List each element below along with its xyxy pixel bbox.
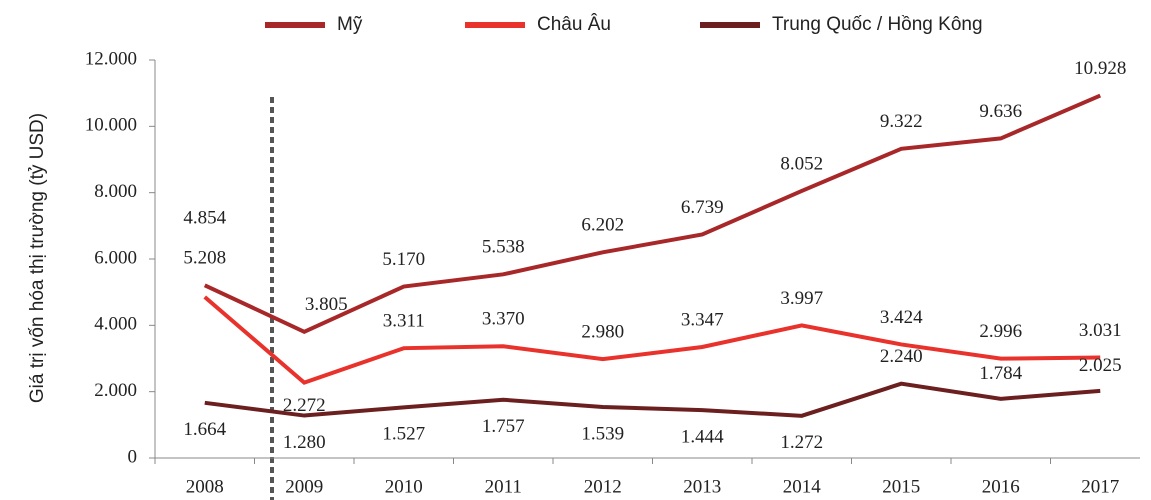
data-label: 2.240 bbox=[880, 346, 923, 367]
data-label: 1.784 bbox=[979, 363, 1022, 384]
data-label: 2.025 bbox=[1079, 355, 1122, 376]
data-label: 4.854 bbox=[183, 207, 226, 228]
data-label: 2.980 bbox=[581, 322, 624, 343]
data-label: 9.322 bbox=[880, 111, 923, 132]
x-tick-label: 2011 bbox=[485, 476, 522, 497]
line-series bbox=[203, 93, 1102, 335]
data-label: 1.757 bbox=[482, 416, 525, 437]
y-tick-label: 8.000 bbox=[94, 181, 137, 202]
y-tick-label: 12.000 bbox=[85, 48, 137, 69]
data-label: 1.280 bbox=[283, 432, 326, 453]
y-tick-label: 4.000 bbox=[94, 314, 137, 335]
x-tick-label: 2014 bbox=[783, 476, 822, 497]
data-label: 10.928 bbox=[1074, 58, 1126, 79]
data-label: 6.739 bbox=[681, 197, 724, 218]
data-label: 5.170 bbox=[382, 249, 425, 270]
x-tick-label: 2013 bbox=[683, 476, 721, 497]
x-tick-label: 2012 bbox=[584, 476, 622, 497]
data-label: 1.664 bbox=[183, 419, 226, 440]
data-label: 2.996 bbox=[979, 321, 1022, 342]
data-label: 9.636 bbox=[979, 101, 1022, 122]
x-tick-label: 2008 bbox=[186, 476, 224, 497]
data-label: 3.347 bbox=[681, 309, 724, 330]
data-label: 1.539 bbox=[581, 423, 624, 444]
data-label: 5.538 bbox=[482, 237, 525, 258]
legend-label: Trung Quốc / Hồng Kông bbox=[772, 14, 983, 35]
data-label: 3.424 bbox=[880, 307, 923, 328]
y-tick-label: 10.000 bbox=[85, 115, 137, 136]
data-label: 3.805 bbox=[305, 294, 348, 315]
x-tick-label: 2017 bbox=[1081, 476, 1119, 497]
y-tick-label: 0 bbox=[128, 446, 138, 467]
data-label: 3.997 bbox=[780, 288, 823, 309]
x-tick-label: 2010 bbox=[385, 476, 423, 497]
line-series bbox=[204, 381, 1101, 418]
data-label: 1.527 bbox=[382, 424, 425, 445]
x-tick-label: 2009 bbox=[285, 476, 323, 497]
x-tick-label: 2015 bbox=[882, 476, 920, 497]
data-label: 5.208 bbox=[183, 248, 226, 269]
data-label: 2.272 bbox=[283, 395, 326, 416]
data-label: 6.202 bbox=[581, 215, 624, 236]
line-series bbox=[203, 295, 1101, 385]
data-label: 3.031 bbox=[1079, 320, 1122, 341]
legend-label: Mỹ bbox=[337, 14, 363, 35]
x-tick-label: 2016 bbox=[982, 476, 1020, 497]
y-tick-label: 2.000 bbox=[94, 380, 137, 401]
y-axis-label: Giá trị vốn hóa thị trường (tỷ USD) bbox=[27, 113, 48, 403]
data-label: 3.311 bbox=[383, 311, 425, 332]
data-label: 1.444 bbox=[681, 426, 724, 447]
data-label: 1.272 bbox=[780, 432, 823, 453]
data-label: 3.370 bbox=[482, 309, 525, 330]
data-label: 8.052 bbox=[780, 153, 823, 174]
y-tick-label: 6.000 bbox=[94, 247, 137, 268]
legend-label: Châu Âu bbox=[537, 13, 611, 35]
